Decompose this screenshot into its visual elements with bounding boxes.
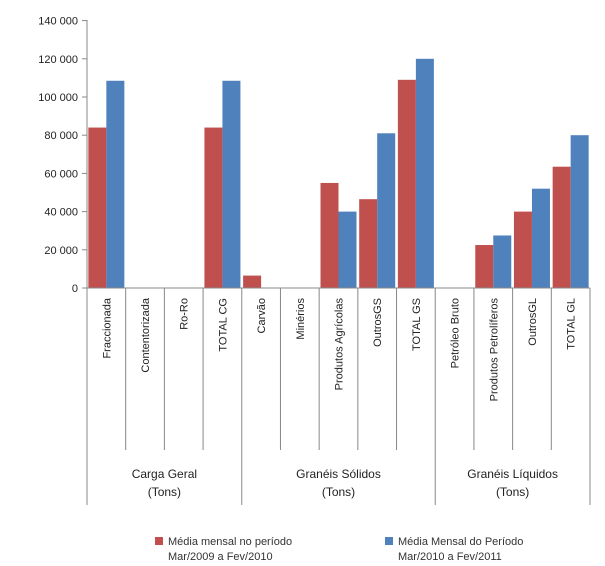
bar-series2: [377, 133, 396, 288]
legend-label-line1: Média Mensal do Período: [398, 536, 523, 548]
bars: [88, 58, 589, 288]
group-label-line2: (Tons): [322, 485, 355, 499]
y-tick-label: 80 000: [44, 130, 78, 142]
bar-series1: [88, 127, 107, 288]
y-axis: 0 20 000 40 000 60 000 80 000 100 000 120 000 1…: [38, 16, 88, 295]
x-tick-label: Produtos Petrolíferos: [488, 298, 500, 402]
x-axis: Fraccionada Contentorizada Ro-Ro TOTAL CG Ca…: [86, 287, 591, 505]
bar-series1: [320, 182, 339, 288]
bar-series2: [415, 58, 434, 288]
bar-series1: [513, 211, 532, 288]
x-tick-label: OutrosGS: [372, 298, 384, 347]
group-label-line2: (Tons): [148, 485, 181, 499]
group-label-line1: Granéis Sólidos: [296, 467, 381, 481]
bar-series2: [106, 80, 125, 288]
bar-series2: [222, 80, 241, 288]
y-tick-label: 40 000: [44, 207, 78, 219]
x-tick-label: Minérios: [295, 298, 307, 340]
bar-series2: [493, 235, 512, 288]
y-tick-label: 140 000: [38, 16, 78, 28]
x-tick-label: OutrosGL: [527, 298, 539, 346]
legend: Média mensal no período Mar/2009 a Fev/20…: [155, 536, 523, 563]
x-tick-label: Petróleo Bruto: [450, 298, 462, 368]
x-tick-label: Carvão: [256, 298, 268, 333]
bar-series1: [475, 245, 494, 288]
y-tick-label: 120 000: [38, 54, 78, 66]
y-tick-label: 0: [72, 283, 78, 295]
x-tick-label: TOTAL GL: [566, 298, 578, 350]
group-label-line1: Granéis Líquidos: [467, 467, 558, 481]
bar-series1: [397, 79, 416, 288]
legend-label-line2: Mar/2010 a Fev/2011: [398, 551, 502, 563]
bar-series2: [531, 188, 550, 288]
group-label-line2: (Tons): [496, 485, 529, 499]
bar-series1: [243, 275, 262, 288]
legend-label-line1: Média mensal no período: [168, 536, 292, 548]
x-tick-label: Contentorizada: [140, 297, 152, 372]
bar-series2: [338, 211, 357, 288]
bar-series1: [552, 166, 571, 288]
bar-series2: [570, 135, 589, 288]
bars-clipped: [88, 58, 589, 288]
x-tick-label: Ro-Ro: [179, 298, 191, 330]
y-tick-label: 20 000: [44, 245, 78, 257]
x-tick-label: Produtos Agrícolas: [334, 298, 346, 391]
bar-series1: [359, 199, 378, 288]
y-tick-label: 100 000: [38, 92, 78, 104]
x-tick-label: TOTAL GS: [411, 298, 423, 351]
x-tick-label: Fraccionada: [101, 297, 113, 358]
group-label-line1: Carga Geral: [132, 467, 197, 481]
y-tick-label: 60 000: [44, 168, 78, 180]
legend-swatch: [155, 537, 163, 545]
legend-swatch: [385, 537, 393, 545]
legend-label-line2: Mar/2009 a Fev/2010: [168, 551, 273, 563]
bar-series1: [204, 127, 223, 288]
x-tick-label: TOTAL CG: [217, 298, 229, 352]
